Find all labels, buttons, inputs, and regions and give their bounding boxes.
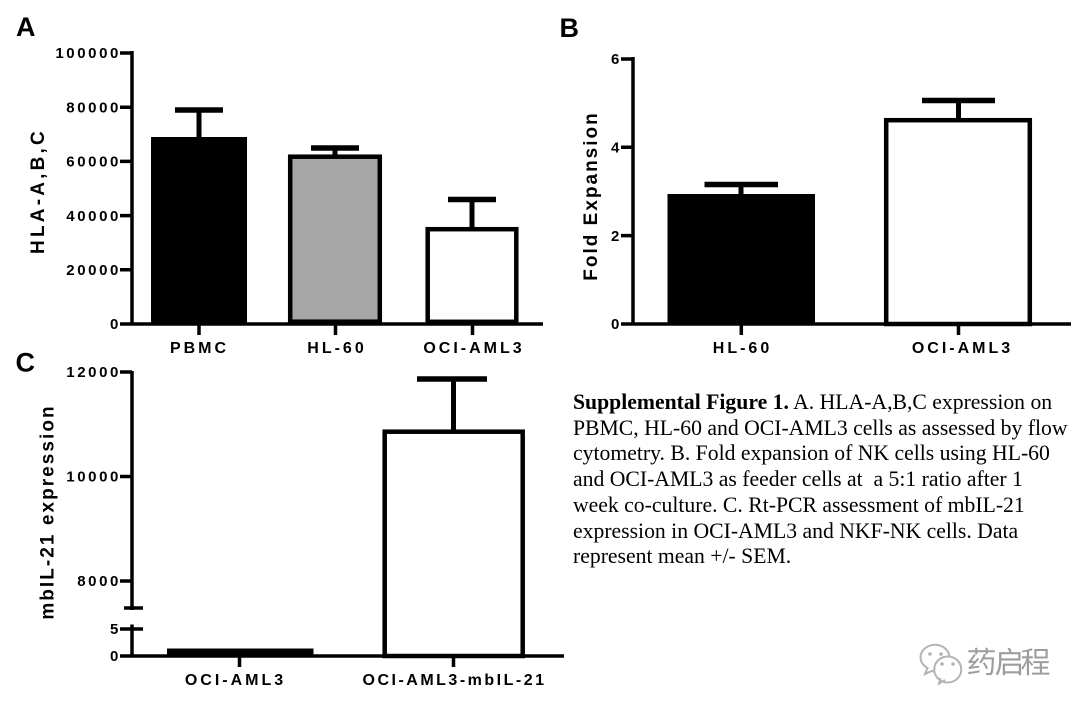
svg-text:C: C [16, 348, 36, 378]
svg-text:10000: 10000 [66, 469, 121, 486]
svg-text:8000: 8000 [77, 573, 121, 590]
svg-text:20000: 20000 [66, 262, 121, 279]
svg-text:OCI-AML3: OCI-AML3 [912, 340, 1013, 357]
svg-text:HL-60: HL-60 [307, 340, 366, 357]
svg-text:40000: 40000 [66, 208, 121, 225]
svg-text:Fold Expansion: Fold Expansion [581, 111, 602, 280]
svg-text:HL-60: HL-60 [713, 340, 772, 357]
svg-text:4: 4 [611, 140, 622, 157]
svg-text:0: 0 [110, 648, 121, 665]
svg-text:12000: 12000 [66, 364, 121, 381]
svg-text:OCI-AML3-mbIL-21: OCI-AML3-mbIL-21 [363, 672, 547, 689]
svg-text:80000: 80000 [66, 99, 121, 116]
svg-text:B: B [560, 13, 580, 43]
svg-text:2: 2 [611, 228, 622, 245]
svg-text:0: 0 [110, 316, 121, 333]
svg-text:5: 5 [110, 621, 121, 638]
svg-text:A: A [16, 12, 36, 42]
svg-text:60000: 60000 [66, 154, 121, 171]
svg-text:OCI-AML3: OCI-AML3 [423, 340, 524, 357]
svg-text:6: 6 [611, 51, 622, 68]
svg-text:HLA-A,B,C: HLA-A,B,C [28, 128, 49, 254]
svg-text:PBMC: PBMC [170, 340, 229, 357]
svg-text:100000: 100000 [55, 45, 121, 62]
svg-text:0: 0 [611, 316, 622, 333]
svg-text:mbIL-21 expression: mbIL-21 expression [38, 404, 59, 619]
svg-text:OCI-AML3: OCI-AML3 [185, 672, 286, 689]
